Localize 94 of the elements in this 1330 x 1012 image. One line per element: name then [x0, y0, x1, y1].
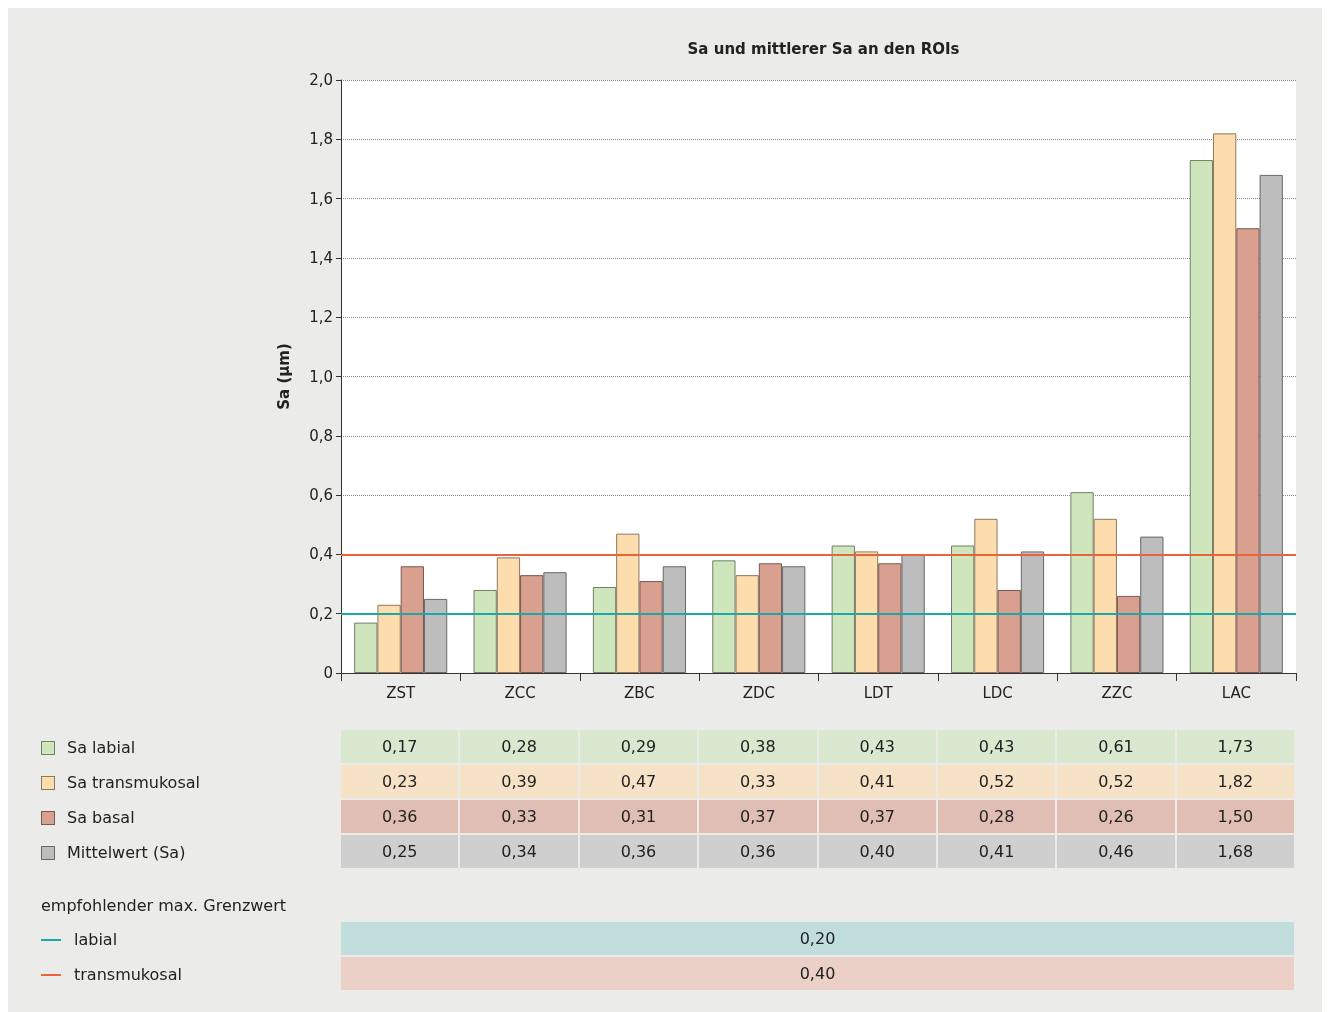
data-label: 1,68: [1176, 835, 1294, 868]
bar: [712, 560, 736, 673]
bar: [662, 566, 686, 673]
data-label: 0,31: [579, 800, 698, 833]
data-label: 0,36: [579, 835, 698, 868]
bar: [951, 545, 975, 673]
y-tick-label: 0,8: [309, 426, 333, 445]
bar: [400, 566, 424, 673]
y-tick-label: 1,8: [309, 130, 333, 149]
legend-label: labial: [74, 930, 118, 949]
bar: [616, 533, 640, 673]
data-label: 0,52: [937, 765, 1056, 798]
bar: [854, 551, 879, 673]
bar: [1070, 492, 1094, 673]
data-label: 0,25: [341, 835, 459, 868]
text: 0,40: [341, 957, 1294, 990]
legend-label: Sa basal: [67, 808, 135, 827]
legend-label: Sa transmukosal: [67, 773, 200, 792]
bar: [592, 587, 617, 673]
y-tick-label: 1,4: [309, 248, 333, 267]
x-tick-label: ZCC: [504, 683, 536, 702]
bar: [974, 518, 998, 673]
x-tick-label: ZDC: [742, 683, 775, 702]
bar: [1213, 133, 1237, 673]
bar: [901, 554, 925, 673]
bar: [473, 589, 497, 673]
bar: [1020, 551, 1045, 673]
bar: [735, 575, 759, 673]
bar: [1236, 228, 1260, 673]
bar: [782, 566, 806, 673]
bar: [1259, 174, 1283, 673]
x-tick-label: LDC: [982, 683, 1013, 702]
data-label: 0,43: [818, 730, 936, 763]
data-label: 0,36: [341, 800, 459, 833]
x-tick-label: LDT: [863, 683, 894, 702]
data-label: 0,34: [460, 835, 578, 868]
data-label: 0,36: [699, 835, 817, 868]
bar: [423, 598, 448, 673]
data-label: 0,23: [341, 765, 459, 798]
chart-title: Sa und mittlerer Sa an den ROIs: [687, 39, 960, 58]
bar: [1189, 160, 1214, 673]
x-tick-label: ZZC: [1101, 683, 1133, 702]
bar: [997, 589, 1021, 673]
data-label: 0,26: [1057, 800, 1175, 833]
data-label: 0,37: [818, 800, 936, 833]
x-tick-label: LAC: [1221, 683, 1251, 702]
legend-title: empfohlender max. Grenzwert: [40, 894, 288, 917]
bar: [1116, 595, 1141, 673]
x-tick-label: ZBC: [624, 683, 655, 702]
bar: [377, 604, 401, 673]
bar: [354, 622, 378, 673]
data-label: 0,46: [1057, 835, 1175, 868]
y-tick-label: 0: [323, 664, 333, 682]
text: 0,20: [341, 922, 1294, 955]
data-label: 0,41: [818, 765, 936, 798]
data-label: 0,38: [699, 730, 817, 763]
data-label: 0,41: [937, 835, 1056, 868]
y-tick-label: 2,0: [309, 71, 333, 89]
bar: [878, 563, 902, 673]
data-label: 0,29: [579, 730, 698, 763]
data-label: 1,82: [1176, 765, 1294, 798]
data-label: 1,73: [1176, 730, 1294, 763]
y-tick-label: 1,6: [309, 189, 333, 208]
bar: [1140, 536, 1164, 673]
bar: [520, 575, 544, 673]
legend-label: Mittelwert (Sa): [67, 843, 186, 862]
data-label: 0,52: [1057, 765, 1175, 798]
data-label: 0,43: [937, 730, 1056, 763]
bar: [831, 545, 855, 673]
data-label: 0,28: [937, 800, 1056, 833]
data-label: 0,17: [341, 730, 459, 763]
data-label: 0,47: [579, 765, 698, 798]
data-label: 0,37: [699, 800, 817, 833]
bar: [1093, 518, 1117, 673]
bar: [639, 581, 663, 673]
legend-label: Sa labial: [67, 738, 136, 757]
y-tick-label: 1,0: [309, 367, 333, 386]
y-tick-label: 0,4: [309, 545, 333, 564]
data-label: 1,50: [1176, 800, 1294, 833]
legend-label: transmukosal: [74, 965, 182, 984]
bar: [758, 563, 783, 673]
bar: [543, 572, 567, 673]
data-label: 0,61: [1057, 730, 1175, 763]
data-label: 0,39: [460, 765, 578, 798]
data-label: 0,40: [818, 835, 936, 868]
y-axis-title: Sa (µm): [274, 343, 293, 410]
data-label: 0,28: [460, 730, 578, 763]
data-label: 0,33: [460, 800, 578, 833]
data-label: 0,33: [699, 765, 817, 798]
y-tick-label: 0,6: [309, 486, 333, 505]
y-tick-label: 1,2: [309, 308, 333, 327]
x-tick-label: ZST: [386, 683, 416, 702]
bar: [496, 557, 521, 673]
y-tick-label: 0,2: [309, 604, 333, 623]
